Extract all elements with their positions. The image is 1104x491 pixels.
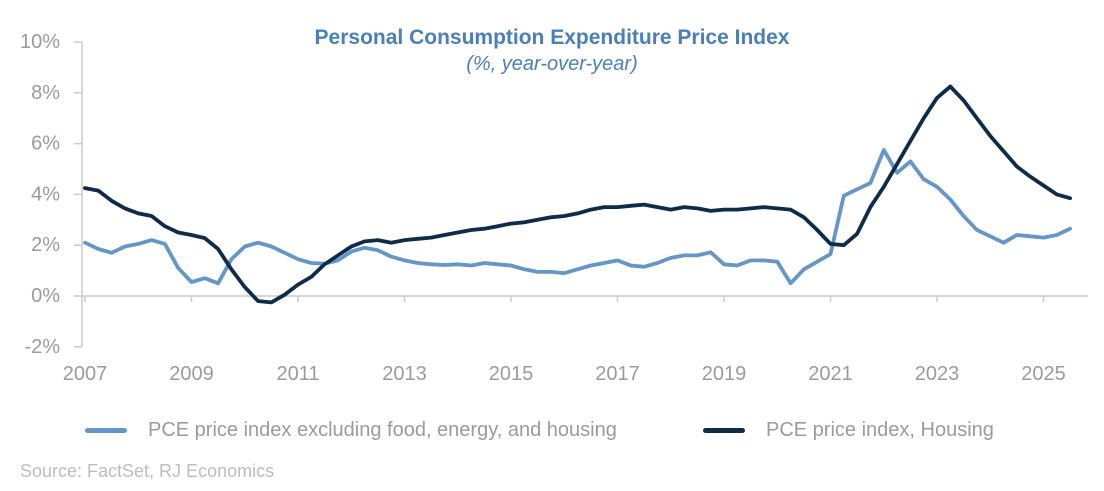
legend-item-housing: PCE price index, Housing	[703, 416, 994, 444]
svg-text:2025: 2025	[1021, 363, 1066, 385]
pce-chart-plot: 10% 8% 6% 4% 2% 0% -2%2007 2009 2011 2013 2015 2017…	[20, 31, 1088, 385]
svg-text:2011: 2011	[276, 363, 319, 385]
legend-item-excluding: PCE price index excluding food, energy, …	[85, 416, 617, 444]
svg-text:2%: 2%	[31, 234, 60, 256]
svg-text:4%: 4%	[31, 183, 60, 205]
svg-text:2021: 2021	[808, 363, 853, 385]
svg-text:-2%: -2%	[24, 336, 60, 358]
legend: PCE price index excluding food, energy, …	[0, 416, 1104, 444]
legend-label-excluding: PCE price index excluding food, energy, …	[148, 418, 617, 441]
svg-text:2017: 2017	[595, 363, 640, 385]
svg-text:2007: 2007	[63, 363, 108, 385]
svg-text:2013: 2013	[382, 363, 427, 385]
svg-text:6%: 6%	[31, 133, 60, 155]
svg-text:8%: 8%	[31, 82, 60, 104]
svg-text:2019: 2019	[702, 363, 747, 385]
source-note: Source: FactSet, RJ Economics	[20, 461, 275, 481]
legend-swatch-housing-icon	[703, 427, 745, 433]
svg-text:2015: 2015	[489, 363, 534, 385]
svg-text:2009: 2009	[169, 363, 214, 385]
legend-label-housing: PCE price index, Housing	[766, 418, 994, 441]
svg-text:2023: 2023	[915, 363, 960, 385]
legend-swatch-excluding-icon	[85, 427, 127, 433]
svg-text:10%: 10%	[20, 31, 60, 53]
svg-text:0%: 0%	[31, 285, 60, 307]
